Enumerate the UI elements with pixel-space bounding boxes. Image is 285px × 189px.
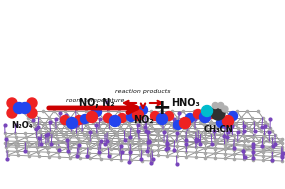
Circle shape <box>201 105 213 116</box>
Circle shape <box>200 112 211 122</box>
Circle shape <box>180 118 190 129</box>
Text: CH₃CN: CH₃CN <box>203 125 233 134</box>
Circle shape <box>60 115 70 125</box>
Circle shape <box>93 108 101 116</box>
Circle shape <box>133 109 144 121</box>
Circle shape <box>109 115 121 126</box>
Circle shape <box>27 98 37 108</box>
Circle shape <box>186 114 194 122</box>
Circle shape <box>66 118 78 129</box>
Circle shape <box>212 102 218 108</box>
Text: +: + <box>153 98 171 118</box>
Circle shape <box>223 115 233 126</box>
Circle shape <box>19 102 30 114</box>
Circle shape <box>117 114 127 122</box>
Text: HNO₃: HNO₃ <box>171 98 200 108</box>
Circle shape <box>207 109 217 119</box>
Circle shape <box>7 98 17 108</box>
Circle shape <box>211 106 225 120</box>
Circle shape <box>164 112 174 121</box>
Circle shape <box>13 102 25 114</box>
Text: NO₂: NO₂ <box>133 115 153 125</box>
Circle shape <box>222 106 228 112</box>
Circle shape <box>218 102 224 108</box>
Circle shape <box>127 112 135 122</box>
Text: N₂O₄: N₂O₄ <box>11 121 33 129</box>
Circle shape <box>139 105 148 115</box>
Circle shape <box>7 108 17 118</box>
Text: reaction products: reaction products <box>115 89 171 94</box>
Circle shape <box>156 114 168 125</box>
Circle shape <box>80 115 89 123</box>
Circle shape <box>174 121 182 129</box>
Circle shape <box>103 114 113 122</box>
Circle shape <box>87 112 97 122</box>
Circle shape <box>27 108 37 118</box>
Circle shape <box>217 119 225 128</box>
Circle shape <box>150 112 160 121</box>
Text: NO, N₂: NO, N₂ <box>80 98 115 108</box>
Circle shape <box>74 115 84 125</box>
Text: room temperature: room temperature <box>66 98 124 103</box>
Circle shape <box>229 112 237 121</box>
Circle shape <box>194 109 203 119</box>
